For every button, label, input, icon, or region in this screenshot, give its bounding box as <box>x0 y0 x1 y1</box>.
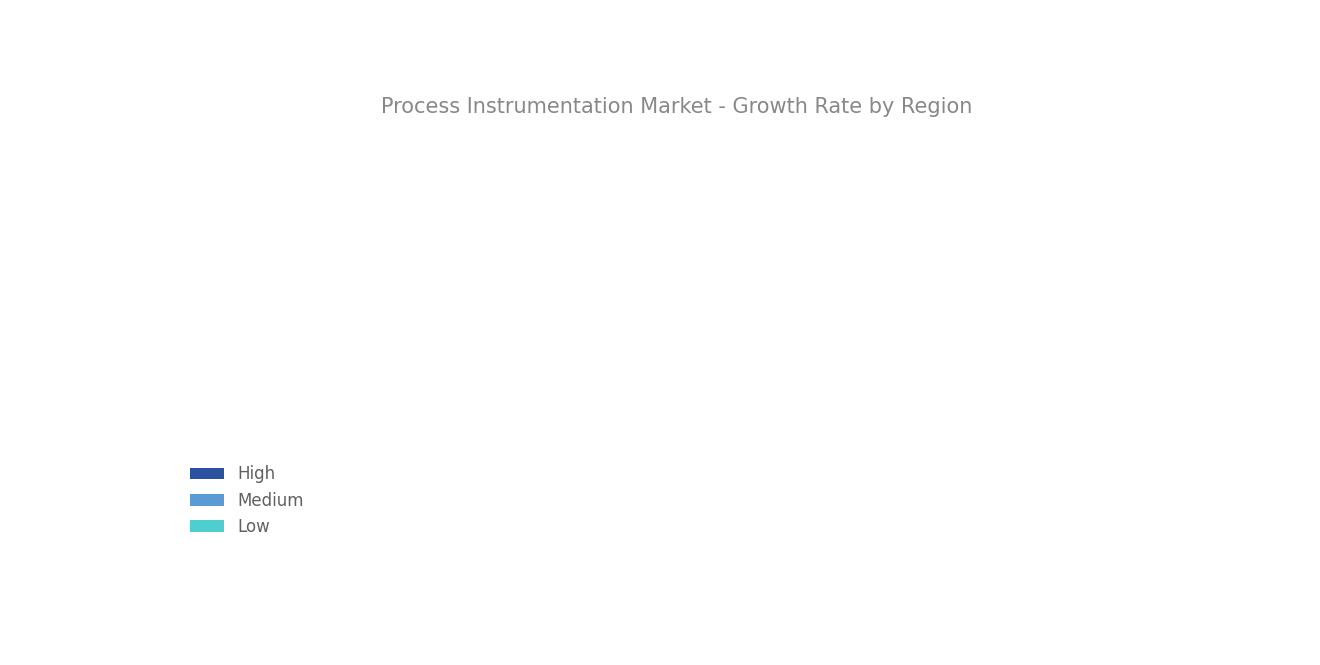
Text: Process Instrumentation Market - Growth Rate by Region: Process Instrumentation Market - Growth … <box>380 96 973 117</box>
Legend: High, Medium, Low: High, Medium, Low <box>183 459 310 543</box>
